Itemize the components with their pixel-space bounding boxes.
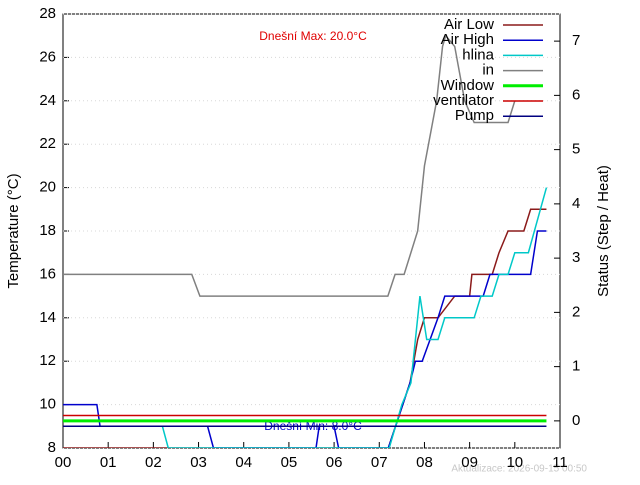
legend-label: hlina bbox=[462, 46, 494, 63]
y2-tick-label: 6 bbox=[572, 86, 580, 103]
y2-tick-label: 4 bbox=[572, 195, 580, 212]
y-tick-label: 22 bbox=[39, 135, 56, 152]
x-tick-label: 03 bbox=[190, 454, 207, 471]
x-tick-label: 00 bbox=[55, 454, 72, 471]
y-tick-label: 26 bbox=[39, 48, 56, 65]
y-tick-label: 20 bbox=[39, 179, 56, 196]
y2-tick-label: 1 bbox=[572, 358, 580, 375]
max-annotation: Dnešní Max: 20.0°C bbox=[259, 29, 367, 43]
legend-label: ventilator bbox=[433, 92, 494, 109]
plot-lines bbox=[63, 34, 548, 448]
x-tick-label: 01 bbox=[100, 454, 117, 471]
series-line bbox=[63, 208, 547, 448]
y-tick-label: 18 bbox=[39, 222, 56, 239]
y-tick-label: 8 bbox=[48, 439, 56, 456]
legend-label: Window bbox=[441, 77, 495, 94]
y-axis-label: Temperature (°C) bbox=[5, 173, 22, 288]
y2-tick-label: 0 bbox=[572, 412, 580, 429]
y-tick-label: 12 bbox=[39, 352, 56, 369]
y-tick-label: 16 bbox=[39, 265, 56, 282]
legend-label: Pump bbox=[455, 107, 494, 124]
x-tick-label: 05 bbox=[281, 454, 298, 471]
x-tick-label: 10 bbox=[506, 454, 523, 471]
y2-tick-label: 2 bbox=[572, 303, 580, 320]
y2-tick-label: 5 bbox=[572, 141, 580, 158]
x-tick-label: 07 bbox=[371, 454, 388, 471]
legend-label: Air Low bbox=[444, 16, 494, 33]
y2-tick-label: 3 bbox=[572, 249, 580, 266]
x-tick-label: 11 bbox=[552, 454, 568, 471]
y2-tick-label: 7 bbox=[572, 32, 580, 49]
update-note: Aktualizace: 2026-09-15 00:50 bbox=[451, 464, 587, 475]
x-tick-label: 06 bbox=[326, 454, 343, 471]
x-tick-label: 04 bbox=[235, 454, 252, 471]
y-tick-label: 14 bbox=[39, 309, 56, 326]
x-tick-label: 09 bbox=[461, 454, 478, 471]
y-tick-label: 10 bbox=[39, 396, 56, 413]
y2-axis-label: Status (Step / Heat) bbox=[595, 165, 612, 297]
x-tick-label: 08 bbox=[416, 454, 433, 471]
x-tick-label: 02 bbox=[145, 454, 162, 471]
legend-label: Air High bbox=[441, 31, 494, 48]
legend-label: in bbox=[482, 62, 494, 79]
series-line bbox=[63, 187, 548, 448]
y-tick-label: 28 bbox=[39, 5, 56, 22]
series-line bbox=[63, 34, 516, 297]
y-tick-label: 24 bbox=[39, 92, 56, 109]
